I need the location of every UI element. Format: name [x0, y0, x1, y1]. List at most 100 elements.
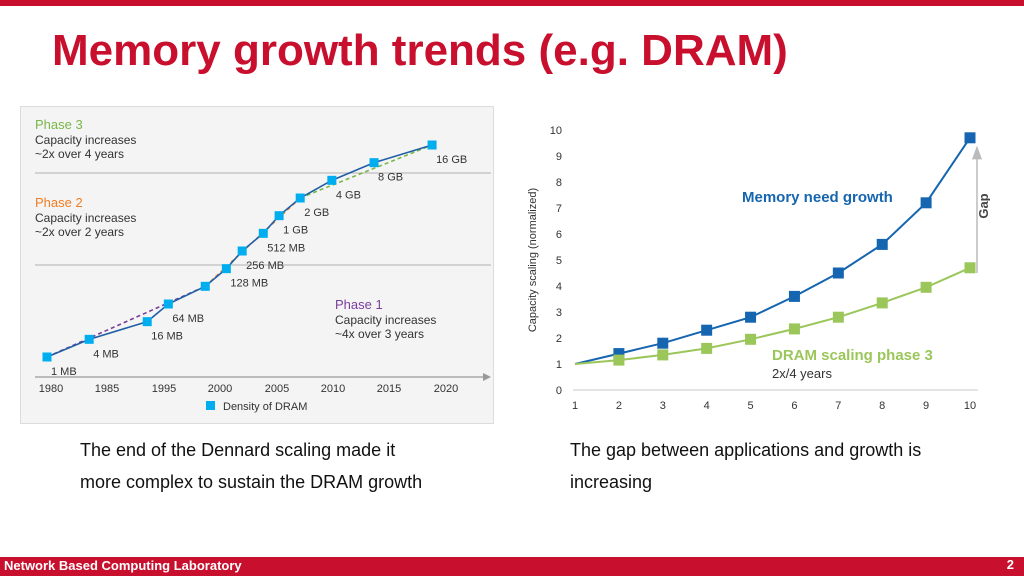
phase1-title: Phase 1 — [335, 297, 383, 312]
series-2-point — [745, 333, 757, 345]
x-tick-label: 2010 — [321, 383, 345, 395]
x-tick-label: 2 — [616, 400, 622, 412]
series-2-point — [876, 297, 888, 309]
y-tick-label: 5 — [556, 255, 562, 267]
legend-marker — [206, 401, 215, 410]
phase3-line2: ~2x over 4 years — [35, 147, 124, 161]
point-label: 16 GB — [436, 154, 467, 166]
page-number: 2 — [1006, 557, 1014, 572]
x-tick-label: 6 — [791, 400, 797, 412]
x-axis-arrow — [483, 373, 491, 381]
dram-density-point — [84, 334, 94, 344]
series-2-point — [657, 349, 669, 361]
phase2-line1: Capacity increases — [35, 211, 136, 225]
phase2-title: Phase 2 — [35, 195, 83, 210]
series-2-point — [832, 311, 844, 323]
series-2-point — [613, 354, 625, 366]
slide-title: Memory growth trends (e.g. DRAM) — [52, 26, 788, 75]
x-tick-label: 2005 — [265, 383, 289, 395]
point-label: 16 MB — [151, 331, 183, 343]
series-2-point — [920, 281, 932, 293]
point-label: 256 MB — [246, 260, 284, 272]
dram-density-point — [258, 228, 268, 238]
caption-left-line1: The end of the Dennard scaling made it — [80, 440, 396, 460]
x-tick-label: 8 — [879, 400, 885, 412]
x-tick-label: 7 — [835, 400, 841, 412]
gap-label: Gap — [976, 193, 990, 218]
phase3-line1: Capacity increases — [35, 133, 136, 147]
dram-density-point — [163, 299, 173, 309]
series-1-point — [657, 337, 669, 349]
y-tick-label: 2 — [556, 333, 562, 345]
point-label: 64 MB — [172, 313, 204, 325]
phase3-title: Phase 3 — [35, 117, 83, 132]
series-line-2 — [574, 266, 971, 365]
y-tick-label: 10 — [550, 125, 562, 137]
x-tick-label: 3 — [660, 400, 666, 412]
series-2-point — [964, 262, 976, 274]
x-tick-label: 1985 — [95, 383, 119, 395]
x-tick-label: 1995 — [152, 383, 176, 395]
dram-density-chart: 1980 1985 1995 2000 2005 2010 2015 2020 1 MB 4 MB… — [20, 106, 494, 424]
series-label-memory-need: Memory need growth — [742, 189, 893, 206]
y-tick-label: 1 — [556, 359, 562, 371]
series-sublabel: 2x/4 years — [772, 366, 832, 381]
caption-left: The end of the Dennard scaling made it m… — [80, 434, 490, 498]
y-tick-label: 0 — [556, 385, 562, 397]
dram-density-point — [427, 140, 437, 150]
dram-density-point — [327, 175, 337, 185]
series-1-point — [788, 290, 800, 302]
caption-left-line2: more complex to sustain the DRAM growth — [80, 472, 423, 492]
phase1-line2: ~4x over 3 years — [335, 327, 424, 341]
dram-density-point — [369, 158, 379, 168]
series-1-point — [876, 238, 888, 250]
series-1-point — [920, 197, 932, 209]
x-tick-label: 2000 — [208, 383, 232, 395]
dram-density-point — [142, 317, 152, 327]
y-tick-label: 8 — [556, 177, 562, 189]
caption-right: The gap between applications and growth … — [570, 434, 990, 498]
series-1-point — [964, 132, 976, 144]
point-label: 1 MB — [51, 366, 77, 378]
series-1-point — [832, 267, 844, 279]
y-axis-label: Capacity scaling (normalized) — [527, 188, 539, 332]
dram-density-point — [42, 352, 52, 362]
x-tick-label: 5 — [747, 400, 753, 412]
capacity-scaling-chart: 0 1 2 3 4 5 6 7 8 9 10 1 2 3 4 5 6 7 8 9 10 Capacity scaling … — [520, 112, 990, 422]
x-tick-label: 1 — [572, 400, 578, 412]
dram-density-point — [221, 264, 231, 274]
caption-right-line2: increasing — [570, 472, 653, 492]
y-tick-label: 7 — [556, 203, 562, 215]
series-1-point — [745, 311, 757, 323]
point-label: 2 GB — [304, 207, 329, 219]
x-tick-label: 10 — [964, 400, 976, 412]
point-label: 4 GB — [336, 189, 361, 201]
x-tick-label: 2020 — [434, 383, 458, 395]
dram-density-point — [274, 211, 284, 221]
caption-right-line1: The gap between applications and growth … — [570, 440, 922, 460]
series-2-point — [701, 342, 713, 354]
series-label-dram: DRAM scaling phase 3 — [772, 347, 933, 364]
x-tick-label: 9 — [923, 400, 929, 412]
point-label: 8 GB — [378, 172, 403, 184]
point-label: 512 MB — [267, 242, 305, 254]
y-tick-label: 6 — [556, 229, 562, 241]
phase2-line2: ~2x over 2 years — [35, 225, 124, 239]
dram-density-point — [200, 281, 210, 291]
series-1-point — [701, 324, 713, 336]
series-line-1 — [574, 137, 971, 365]
dram-density-point — [237, 246, 247, 256]
point-label: 4 MB — [93, 348, 119, 360]
point-label: 1 GB — [283, 225, 308, 237]
phase1-line1: Capacity increases — [335, 313, 436, 327]
y-tick-label: 4 — [556, 281, 562, 293]
phase3-trend-line — [299, 144, 433, 199]
footer-bar: Network Based Computing Laboratory 2 — [0, 557, 1024, 576]
dram-density-point — [295, 193, 305, 203]
legend-label: Density of DRAM — [223, 401, 307, 413]
top-accent-bar — [0, 0, 1024, 6]
y-tick-label: 3 — [556, 307, 562, 319]
footer-lab-name: Network Based Computing Laboratory — [4, 558, 242, 573]
series-2-point — [788, 323, 800, 335]
